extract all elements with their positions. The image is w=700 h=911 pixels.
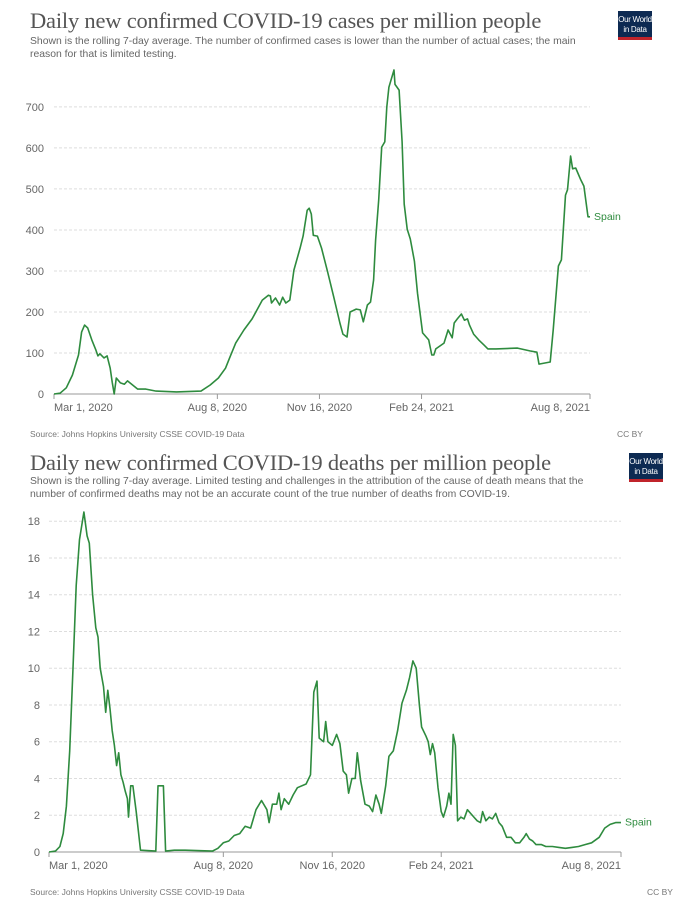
y-tick-label: 0: [38, 389, 44, 401]
x-tick-label: Nov 16, 2020: [300, 860, 365, 872]
y-tick-label: 300: [26, 266, 44, 278]
chart-subtitle: Shown is the rolling 7-day average. The …: [30, 36, 576, 60]
series-line-spain: [53, 69, 590, 395]
logo-line1: Our World: [629, 457, 663, 466]
x-tick-label: Mar 1, 2020: [54, 402, 113, 414]
cases-chart-panel: Daily new confirmed COVID-19 cases per m…: [0, 0, 700, 450]
y-tick-label: 100: [26, 348, 44, 360]
license-note[interactable]: CC BY: [647, 887, 673, 897]
y-tick-label: 6: [34, 737, 40, 749]
series-label: Spain: [625, 817, 652, 829]
y-tick-label: 0: [34, 847, 40, 859]
x-tick-label: Mar 1, 2020: [49, 860, 108, 872]
owid-logo[interactable]: Our World in Data: [618, 11, 652, 40]
owid-logo[interactable]: Our World in Data: [629, 453, 663, 482]
logo-line2: in Data: [634, 466, 658, 476]
deaths-chart-panel: Daily new confirmed COVID-19 deaths per …: [0, 450, 700, 911]
y-tick-label: 4: [34, 773, 40, 785]
x-tick-label: Feb 24, 2021: [409, 860, 474, 872]
y-tick-label: 12: [28, 626, 40, 638]
source-note[interactable]: Source: Johns Hopkins University CSSE CO…: [30, 887, 245, 897]
y-tick-label: 18: [28, 516, 40, 528]
y-tick-label: 2: [34, 810, 40, 822]
x-tick-label: Nov 16, 2020: [287, 402, 352, 414]
chart-subtitle: Shown is the rolling 7-day average. Limi…: [30, 476, 584, 500]
logo-line1: Our World: [618, 15, 652, 24]
series-label: Spain: [594, 211, 621, 223]
series-line-spain: [48, 511, 621, 853]
x-tick-label: Aug 8, 2021: [562, 860, 621, 872]
y-tick-label: 500: [26, 184, 44, 196]
y-tick-label: 700: [26, 102, 44, 114]
chart-title: Daily new confirmed COVID-19 deaths per …: [30, 450, 551, 475]
y-tick-label: 200: [26, 307, 44, 319]
logo-line2: in Data: [623, 24, 647, 34]
y-tick-label: 600: [26, 143, 44, 155]
x-tick-label: Aug 8, 2021: [531, 402, 590, 414]
y-tick-label: 16: [28, 553, 40, 565]
cases-line-chart: 0 100 200 300 400 500 600 700 Mar 1, 2020 Aug 8, …: [26, 69, 621, 414]
x-tick-label: Feb 24, 2021: [389, 402, 454, 414]
y-tick-label: 8: [34, 700, 40, 712]
license-note[interactable]: CC BY: [617, 429, 643, 439]
y-tick-label: 14: [28, 590, 40, 602]
x-tick-label: Aug 8, 2020: [194, 860, 253, 872]
y-tick-label: 400: [26, 225, 44, 237]
x-tick-label: Aug 8, 2020: [188, 402, 247, 414]
chart-title: Daily new confirmed COVID-19 cases per m…: [30, 8, 542, 33]
y-tick-label: 10: [28, 663, 40, 675]
source-note[interactable]: Source: Johns Hopkins University CSSE CO…: [30, 429, 245, 439]
